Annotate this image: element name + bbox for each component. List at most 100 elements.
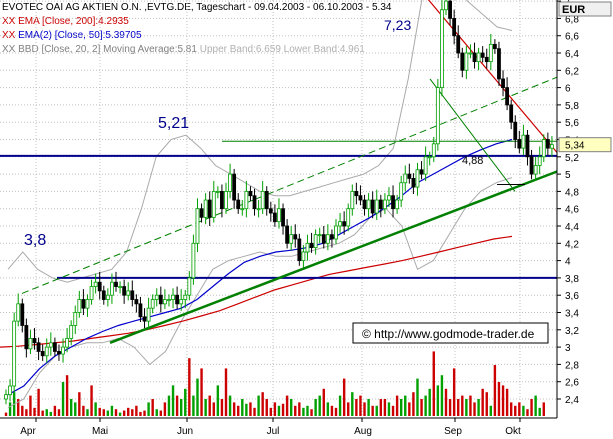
candle-body [77, 299, 82, 313]
volume-bar [25, 409, 28, 416]
candle-body [509, 104, 514, 123]
candle-body [387, 195, 391, 201]
y-tick-label: 3,4 [565, 309, 579, 320]
candle-body [444, 0, 448, 11]
candle-body [252, 195, 257, 210]
volume-bar [212, 402, 215, 416]
candle-body [476, 52, 481, 63]
volume-bar [127, 407, 130, 416]
candle-body [48, 342, 53, 348]
volume-bar [416, 378, 419, 416]
candle-body [460, 52, 465, 71]
candle-body [162, 299, 167, 305]
volume-bar [118, 412, 122, 416]
candle-body [224, 190, 228, 210]
candle-body [146, 307, 151, 322]
volume-bar [440, 375, 444, 416]
candle-body [268, 208, 273, 214]
volume-bar [261, 392, 264, 416]
volume-bar [245, 403, 248, 416]
candle-body [171, 294, 175, 300]
x-tick-label: Jul [267, 426, 280, 437]
volume-bar [383, 399, 387, 416]
candle-body [440, 9, 444, 88]
volume-bar [501, 385, 505, 416]
candle-body [260, 190, 265, 210]
ema200-legend-text: EMA [Close, 200]:4.2935 [18, 16, 129, 27]
x-tick-label: Jun [177, 426, 193, 437]
candle-body [391, 195, 395, 210]
y-tick-label: 6,4 [565, 49, 579, 60]
candle-body [36, 342, 41, 352]
volume-bar [98, 407, 101, 416]
candle-body [191, 242, 196, 279]
x-tick-label: Mai [92, 426, 108, 437]
candle-body [289, 234, 294, 244]
y-tick-label: 3,2 [565, 326, 579, 337]
candle-body [362, 199, 367, 210]
volume-bar [208, 395, 211, 416]
watermark-text: © http://www.godmode-trader.de [362, 327, 535, 341]
candle-body [513, 121, 518, 140]
candle-body [382, 199, 387, 210]
volume-bar [306, 405, 309, 416]
candle-body [330, 234, 334, 240]
volume-bar [53, 405, 57, 416]
volume-bar [302, 407, 305, 416]
candle-body [366, 199, 371, 210]
bollinger-lower-text: Lower Band:4.961 [283, 44, 365, 55]
volume-bar [298, 402, 301, 416]
volume-bar [509, 402, 513, 416]
candle-body [150, 299, 155, 309]
volume-bar [188, 358, 191, 416]
volume-bar [41, 410, 44, 416]
volume-bar [273, 402, 277, 416]
downtrend-line [427, 0, 558, 153]
ema50-line [7, 138, 513, 396]
volume-bar [78, 392, 81, 416]
bollinger-bands [7, 0, 513, 409]
volume-bar [220, 399, 224, 416]
candle-body [199, 208, 204, 218]
candle-body [4, 394, 8, 400]
volume-bar [371, 405, 374, 416]
volume-bar [224, 368, 228, 416]
volume-bar [102, 409, 105, 416]
last-price-box [558, 137, 612, 153]
candle-body [346, 208, 351, 227]
candle-body [456, 35, 461, 54]
volume-bar [196, 378, 199, 416]
candle-body [134, 299, 139, 305]
candle-body [435, 87, 440, 145]
y-tick-label: 2,4 [565, 395, 579, 406]
y-tick-label: 5 [565, 170, 571, 181]
volume-bar [342, 378, 346, 416]
volume-bar [8, 402, 12, 416]
candle-body [309, 242, 314, 249]
candle-body [52, 342, 57, 352]
candle-body [484, 56, 489, 63]
bollinger-legend-text: BBD [Close, 20, 2] Moving Average:5.81 [18, 44, 197, 55]
volume-bar [151, 399, 154, 416]
volume-bar [232, 402, 236, 416]
volume-bar [179, 399, 183, 416]
candle-body [195, 208, 200, 244]
volume-bar [110, 405, 114, 416]
candle-body [154, 294, 159, 300]
candle-body [448, 0, 452, 19]
y-tick-label: 5,2 [565, 153, 579, 164]
candle-body [81, 299, 86, 309]
x-tick-label: Sep [444, 426, 462, 437]
candle-body [277, 208, 281, 223]
volume-bar [399, 399, 403, 416]
candle-body [403, 173, 408, 184]
volume-bar [526, 409, 529, 416]
channel-inner-line [429, 78, 516, 192]
volume-bar [269, 407, 273, 416]
volume-bar [17, 399, 20, 416]
volume-bar [4, 412, 8, 416]
volume-bar [122, 410, 126, 416]
volume-bar [322, 388, 325, 416]
volume-bar [534, 395, 537, 416]
